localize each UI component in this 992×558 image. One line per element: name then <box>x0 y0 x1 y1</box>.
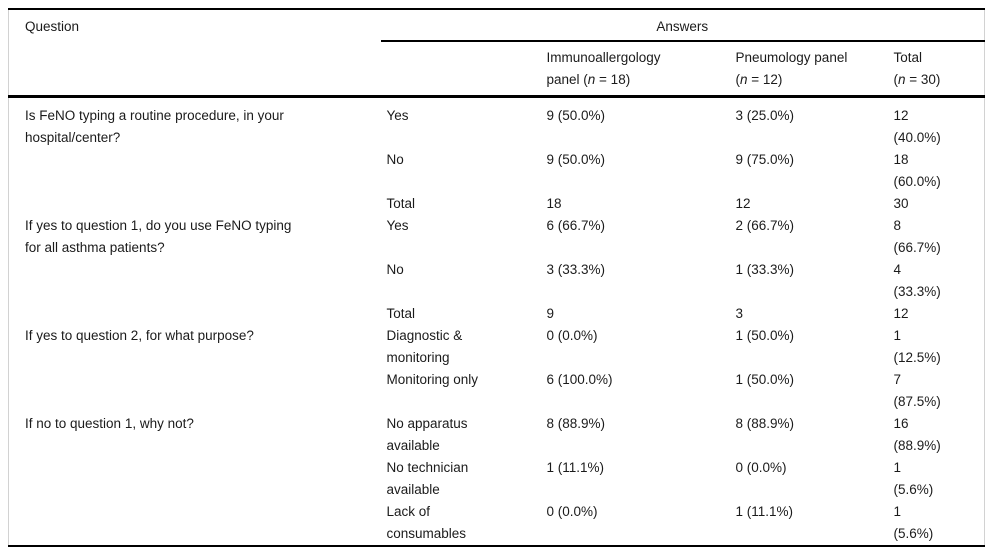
answer-row: No 3 (33.3%) 1 (33.3%) 4 (33.3%) <box>9 259 985 303</box>
immunoallergology-value: 6 (66.7%) <box>546 218 606 233</box>
option-cell: Lack of consumables <box>386 504 467 541</box>
column-header-immunoallergology: Immunoallergology panel (n = 18) <box>546 41 736 98</box>
header-row-sub: Immunoallergology panel (n = 18) Pneumol… <box>9 41 985 98</box>
survey-results-table: Question Answers Immunoallergology panel… <box>8 8 986 547</box>
column-header-total: Total (n = 30) <box>893 41 985 98</box>
answer-row: Lack of consumables 0 (0.0%) 1 (11.1%) 1… <box>9 501 985 546</box>
column-header-question: Question <box>8 9 381 98</box>
answer-row: Total 9 3 12 <box>9 303 985 325</box>
pneumology-value: 1 (11.1%) <box>735 504 794 519</box>
header-line: Total <box>893 50 923 65</box>
pneumology-value: 2 (66.7%) <box>735 218 795 233</box>
option-cell: Total <box>386 306 416 321</box>
answer-row: Total 18 12 30 <box>9 193 985 215</box>
immunoallergology-value: 18 <box>546 196 562 211</box>
total-value: 16 (88.9%) <box>893 416 941 453</box>
answer-row: No technician available 1 (11.1%) 0 (0.0… <box>9 457 985 501</box>
total-value: 1 (5.6%) <box>893 460 934 497</box>
total-value: 12 <box>893 306 909 321</box>
answer-row: If no to question 1, why not? No apparat… <box>9 413 985 457</box>
immunoallergology-value: 8 (88.9%) <box>546 416 606 431</box>
pneumology-value: 0 (0.0%) <box>735 460 787 475</box>
header-line: panel (n = 18) <box>546 72 631 87</box>
pneumology-value: 9 (75.0%) <box>735 152 795 167</box>
option-cell: Monitoring only <box>386 372 479 387</box>
option-cell: Yes <box>386 108 409 123</box>
option-cell: No <box>386 262 404 277</box>
answer-row: Is FeNO typing a routine procedure, in y… <box>9 97 985 150</box>
answer-row: No 9 (50.0%) 9 (75.0%) 18 (60.0%) <box>9 149 985 193</box>
immunoallergology-value: 1 (11.1%) <box>546 460 605 475</box>
immunoallergology-value: 0 (0.0%) <box>546 504 598 519</box>
total-value: 1 (5.6%) <box>893 504 934 541</box>
option-cell: Yes <box>386 218 409 233</box>
question-cell: If no to question 1, why not? <box>25 416 194 431</box>
immunoallergology-value: 9 (50.0%) <box>546 152 606 167</box>
immunoallergology-value: 6 (100.0%) <box>546 372 613 387</box>
option-cell: No apparatus available <box>386 416 468 453</box>
header-row-top: Question Answers <box>8 9 985 98</box>
answer-row: If yes to question 2, for what purpose? … <box>9 325 985 369</box>
pneumology-value: 1 (50.0%) <box>735 372 795 387</box>
total-value: 4 (33.3%) <box>893 262 941 299</box>
option-cell: Diagnostic & monitoring <box>386 328 463 365</box>
question-cell: If yes to question 1, do you use FeNO ty… <box>25 218 292 255</box>
answer-row: If yes to question 1, do you use FeNO ty… <box>9 215 985 259</box>
immunoallergology-value: 0 (0.0%) <box>546 328 598 343</box>
header-line: Pneumology panel <box>735 50 848 65</box>
pneumology-value: 1 (33.3%) <box>735 262 795 277</box>
total-value: 30 <box>893 196 909 211</box>
total-value: 18 (60.0%) <box>893 152 941 189</box>
pneumology-value: 12 <box>735 196 751 211</box>
option-cell: No technician available <box>386 460 469 497</box>
column-header-answers: Answers <box>380 9 985 42</box>
immunoallergology-value: 9 <box>546 306 555 321</box>
header-line: (n = 12) <box>735 72 783 87</box>
column-header-option-blank <box>380 41 547 98</box>
total-value: 12 (40.0%) <box>893 108 941 145</box>
total-value: 1 (12.5%) <box>893 328 941 365</box>
pneumology-value: 3 <box>735 306 744 321</box>
question-cell: Is FeNO typing a routine procedure, in y… <box>25 108 284 145</box>
option-cell: Total <box>386 196 416 211</box>
pneumology-value: 3 (25.0%) <box>735 108 795 123</box>
immunoallergology-value: 3 (33.3%) <box>546 262 606 277</box>
total-value: 8 (66.7%) <box>893 218 941 255</box>
header-line: (n = 30) <box>893 72 941 87</box>
question-cell: If yes to question 2, for what purpose? <box>25 328 254 343</box>
option-cell: No <box>386 152 404 167</box>
pneumology-value: 8 (88.9%) <box>735 416 795 431</box>
immunoallergology-value: 9 (50.0%) <box>546 108 606 123</box>
answer-row: Monitoring only 6 (100.0%) 1 (50.0%) 7 (… <box>9 369 985 413</box>
total-value: 7 (87.5%) <box>893 372 941 409</box>
pneumology-value: 1 (50.0%) <box>735 328 795 343</box>
column-header-pneumology: Pneumology panel (n = 12) <box>735 41 894 98</box>
header-line: Immunoallergology <box>546 50 661 65</box>
